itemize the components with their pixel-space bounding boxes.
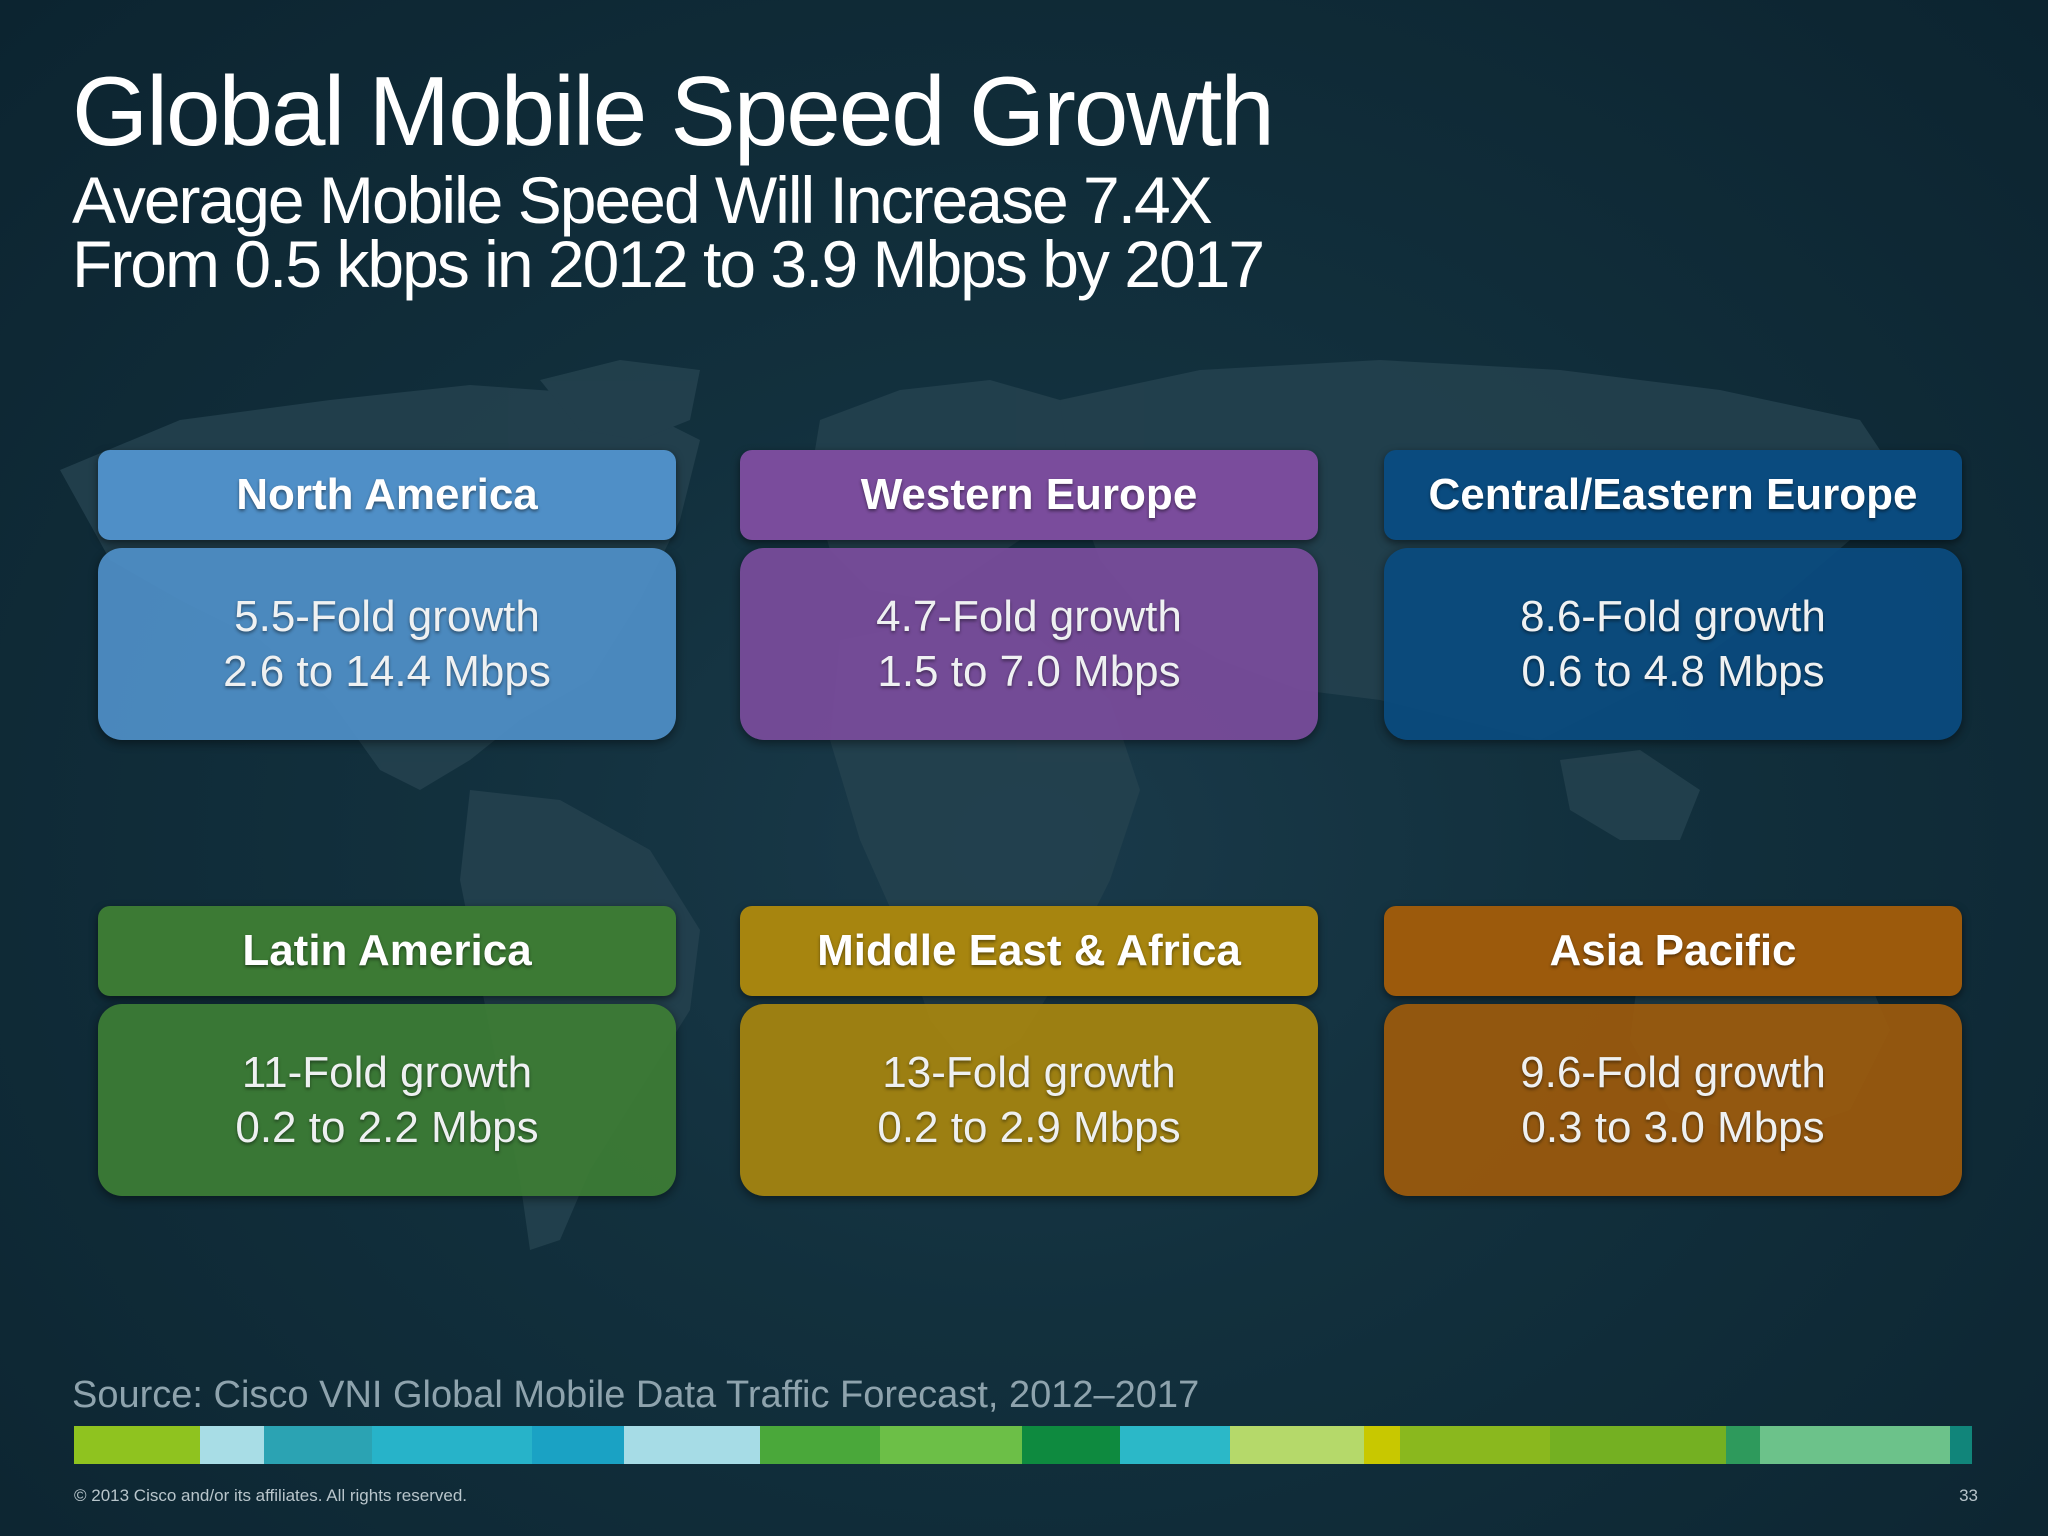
region-body: 13-Fold growth 0.2 to 2.9 Mbps <box>740 1004 1318 1196</box>
region-growth: 8.6-Fold growth <box>1520 592 1826 641</box>
stripe-segment <box>1726 1426 1760 1464</box>
stripe-segment <box>264 1426 372 1464</box>
stripe-segment <box>760 1426 880 1464</box>
region-speeds: 2.6 to 14.4 Mbps <box>223 647 551 696</box>
region-body: 5.5-Fold growth 2.6 to 14.4 Mbps <box>98 548 676 740</box>
region-growth: 13-Fold growth <box>882 1048 1176 1097</box>
stripe-segment <box>1550 1426 1726 1464</box>
region-card-latin-america: Latin America 11-Fold growth 0.2 to 2.2 … <box>98 906 676 1196</box>
stripe-segment <box>1022 1426 1120 1464</box>
page-number: 33 <box>1959 1486 1978 1505</box>
color-stripe-bar <box>74 1426 1972 1464</box>
source-note: Source: Cisco VNI Global Mobile Data Tra… <box>72 1374 1200 1416</box>
region-body: 4.7-Fold growth 1.5 to 7.0 Mbps <box>740 548 1318 740</box>
region-header: Central/Eastern Europe <box>1384 450 1962 540</box>
region-speeds: 0.6 to 4.8 Mbps <box>1521 647 1825 696</box>
stripe-segment <box>372 1426 532 1464</box>
region-header: Western Europe <box>740 450 1318 540</box>
stripe-segment <box>880 1426 1022 1464</box>
region-speeds: 0.2 to 2.2 Mbps <box>235 1103 539 1152</box>
region-card-central-eastern-europe: Central/Eastern Europe 8.6-Fold growth 0… <box>1384 450 1962 740</box>
region-header: Asia Pacific <box>1384 906 1962 996</box>
stripe-segment <box>1364 1426 1400 1464</box>
region-card-middle-east-africa: Middle East & Africa 13-Fold growth 0.2 … <box>740 906 1318 1196</box>
region-speeds: 1.5 to 7.0 Mbps <box>877 647 1181 696</box>
region-header: Middle East & Africa <box>740 906 1318 996</box>
stripe-segment <box>1230 1426 1364 1464</box>
stripe-segment <box>74 1426 200 1464</box>
region-card-asia-pacific: Asia Pacific 9.6-Fold growth 0.3 to 3.0 … <box>1384 906 1962 1196</box>
slide-title: Global Mobile Speed Growth <box>72 56 1275 166</box>
stripe-segment <box>532 1426 624 1464</box>
region-card-north-america: North America 5.5-Fold growth 2.6 to 14.… <box>98 450 676 740</box>
region-speeds: 0.3 to 3.0 Mbps <box>1521 1103 1825 1152</box>
slide-subtitle: Average Mobile Speed Will Increase 7.4X … <box>72 163 1265 301</box>
region-header: North America <box>98 450 676 540</box>
stripe-segment <box>200 1426 264 1464</box>
region-body: 8.6-Fold growth 0.6 to 4.8 Mbps <box>1384 548 1962 740</box>
subtitle-line-1: Average Mobile Speed Will Increase 7.4X <box>72 163 1213 237</box>
stripe-segment <box>1760 1426 1950 1464</box>
region-growth: 4.7-Fold growth <box>876 592 1182 641</box>
copyright-notice: © 2013 Cisco and/or its affiliates. All … <box>74 1486 468 1505</box>
region-growth: 11-Fold growth <box>241 1048 533 1097</box>
region-card-western-europe: Western Europe 4.7-Fold growth 1.5 to 7.… <box>740 450 1318 740</box>
region-growth: 5.5-Fold growth <box>234 592 540 641</box>
stripe-segment <box>1950 1426 1972 1464</box>
stripe-segment <box>624 1426 760 1464</box>
region-growth: 9.6-Fold growth <box>1520 1048 1826 1097</box>
region-speeds: 0.2 to 2.9 Mbps <box>877 1103 1181 1152</box>
region-header: Latin America <box>98 906 676 996</box>
subtitle-line-2: From 0.5 kbps in 2012 to 3.9 Mbps by 201… <box>72 227 1265 301</box>
stripe-segment <box>1400 1426 1550 1464</box>
region-body: 9.6-Fold growth 0.3 to 3.0 Mbps <box>1384 1004 1962 1196</box>
stripe-segment <box>1120 1426 1230 1464</box>
region-body: 11-Fold growth 0.2 to 2.2 Mbps <box>98 1004 676 1196</box>
